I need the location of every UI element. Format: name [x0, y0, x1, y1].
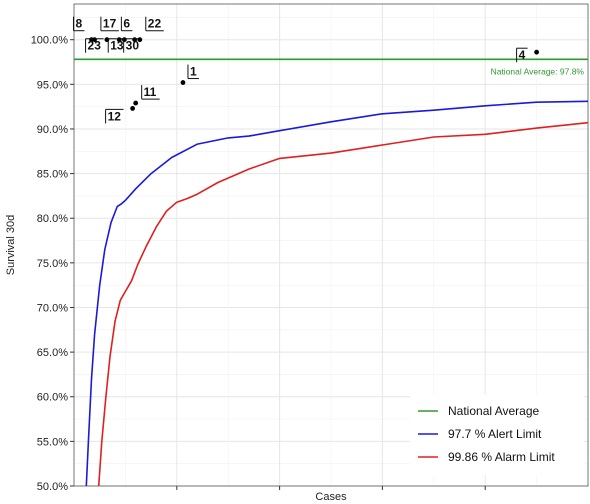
plot-panel-border [73, 3, 589, 487]
data-point [180, 80, 186, 85]
y-tick-label: 80.0% [37, 213, 68, 225]
point-label: 1 [190, 65, 197, 79]
series-line-0 [85, 100, 589, 487]
y-tick-label: 70.0% [37, 302, 68, 314]
y-tick-label: 95.0% [37, 79, 68, 91]
point-label: 11 [144, 85, 157, 99]
y-tick-label: 85.0% [37, 169, 68, 181]
x-axis-title: Cases [315, 491, 347, 503]
legend-box [410, 395, 584, 475]
point-label: 23 [88, 39, 102, 53]
point-label: 22 [148, 17, 162, 31]
point-label: 13 [110, 39, 124, 53]
series-lines [85, 100, 589, 487]
reference-line-label: National Average: 97.8% [491, 66, 585, 76]
y-tick-label: 60.0% [37, 392, 68, 404]
y-axis-title: Survival 30d [5, 215, 17, 276]
point-label: 30 [126, 39, 140, 53]
y-tick-label: 75.0% [37, 258, 68, 270]
y-tick-label: 65.0% [37, 347, 68, 359]
y-tick-label: 55.0% [37, 436, 68, 448]
data-point [534, 49, 539, 55]
legend-label-national-average: National Average [448, 404, 540, 418]
y-tick-label: 100.0% [31, 35, 69, 47]
data-point [137, 37, 143, 43]
legend: National Average 97.7 % Alert Limit 99.8… [410, 395, 584, 475]
legend-label-alarm-limit: 99.86 % Alarm Limit [448, 450, 555, 464]
legend-label-alert-limit: 97.7 % Alert Limit [448, 427, 542, 441]
point-label: 6 [123, 17, 130, 31]
series-line-1 [97, 121, 589, 487]
point-label: 4 [519, 48, 526, 62]
point-label: 12 [108, 109, 122, 123]
point-label: 8 [75, 17, 82, 31]
y-tick-label: 90.0% [37, 124, 68, 136]
data-point [133, 100, 139, 106]
y-axis-ticks: 50.0% 55.0% 60.0% 65.0% 70.0% 75.0% 80.0% 85.0%… [31, 35, 486, 493]
data-point [130, 106, 135, 111]
point-label: 17 [103, 17, 117, 31]
y-tick-label: 50.0% [37, 481, 68, 493]
